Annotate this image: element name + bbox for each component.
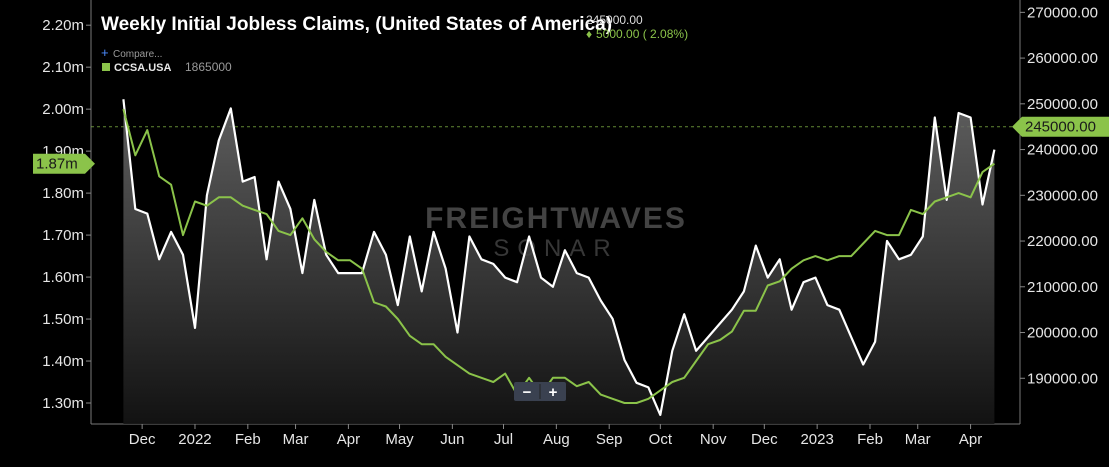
left-tick-label: 1.70m [42,227,84,244]
watermark-line1: FREIGHTWAVES [425,202,687,235]
x-tick-label: Nov [700,431,727,448]
left-tick-label: 1.60m [42,269,84,286]
x-tick-label: 2023 [800,431,833,448]
right-tick-label: 210000.00 [1027,279,1098,296]
series-area-jobless-claims [123,99,995,425]
legend-value: 1865000 [185,60,232,74]
series-line-ccsa [122,108,995,404]
watermark: FREIGHTWAVES SONAR [425,202,687,262]
right-tick-label: 190000.00 [1027,370,1098,387]
x-tick-label: Apr [959,431,982,448]
compare-label[interactable]: Compare... [113,49,162,60]
right-tick-label: 220000.00 [1027,233,1098,250]
x-tick-label: Sep [596,431,623,448]
area-layer [123,99,995,425]
legend-label[interactable]: CCSA.USA [114,62,172,74]
x-tick-label: 2022 [178,431,211,448]
right-axis-ticks: 270000.00 260000.00 250000.00 240000.00 2300… [1020,4,1098,387]
x-tick-label: Apr [337,431,360,448]
plus-icon[interactable]: + [101,45,109,60]
left-tick-label: 2.20m [42,17,84,34]
left-current-label: 1.87m [36,156,78,173]
right-tick-label: 250000.00 [1027,96,1098,113]
x-tick-label: Jun [440,431,464,448]
x-tick-label: Dec [751,431,778,448]
left-tick-label: 2.10m [42,59,84,76]
price-change: 5000.00 ( 2.08%) [596,27,688,41]
left-tick-label: 2.00m [42,101,84,118]
up-arrow-icon: ♦ [586,27,592,41]
x-tick-label: Feb [857,431,883,448]
line-layer [122,99,996,416]
right-tick-label: 200000.00 [1027,325,1098,342]
legend-swatch-icon [102,63,110,71]
x-tick-label: Dec [129,431,156,448]
chart-title: Weekly Initial Jobless Claims, (United S… [101,14,612,35]
zoom-in-button[interactable]: + [549,384,558,401]
left-tick-label: 1.50m [42,311,84,328]
x-tick-label: Mar [905,431,931,448]
right-tick-label: 260000.00 [1027,50,1098,67]
x-tick-label: Aug [543,431,570,448]
right-tick-label: 230000.00 [1027,187,1098,204]
x-axis-ticks: Dec 2022 Feb Mar Apr May Jun Jul Aug Sep Oct Nov Dec… [129,424,982,448]
right-tick-label: 270000.00 [1027,4,1098,21]
left-axis-ticks: 2.20m2.10m2.00m1.90m1.80m1.70m1.60m1.50m… [42,17,91,412]
left-current-badge: 1.87m [33,153,95,174]
left-tick-label: 1.80m [42,185,84,202]
x-tick-label: Jul [494,431,513,448]
zoom-out-button[interactable]: − [523,384,532,401]
left-tick-label: 1.30m [42,395,84,412]
right-current-badge: 245000.00 [1012,116,1109,137]
x-tick-label: May [385,431,414,448]
legend-item-ccsa[interactable]: CCSA.USA 1865000 [102,60,232,74]
watermark-line2: SONAR [493,235,618,262]
x-tick-label: Mar [283,431,309,448]
left-tick-label: 1.40m [42,353,84,370]
right-current-badge-shape [1012,116,1109,137]
x-tick-label: Oct [649,431,673,448]
series-line-jobless-claims [122,99,996,416]
right-tick-label: 240000.00 [1027,142,1098,159]
current-price: 245000.00 [586,13,643,27]
left-current-badge-shape [33,153,95,174]
right-current-label: 245000.00 [1025,119,1096,136]
x-tick-label: Feb [235,431,261,448]
zoom-controls: − + [514,382,566,401]
compare-button[interactable]: + Compare... [101,45,162,60]
